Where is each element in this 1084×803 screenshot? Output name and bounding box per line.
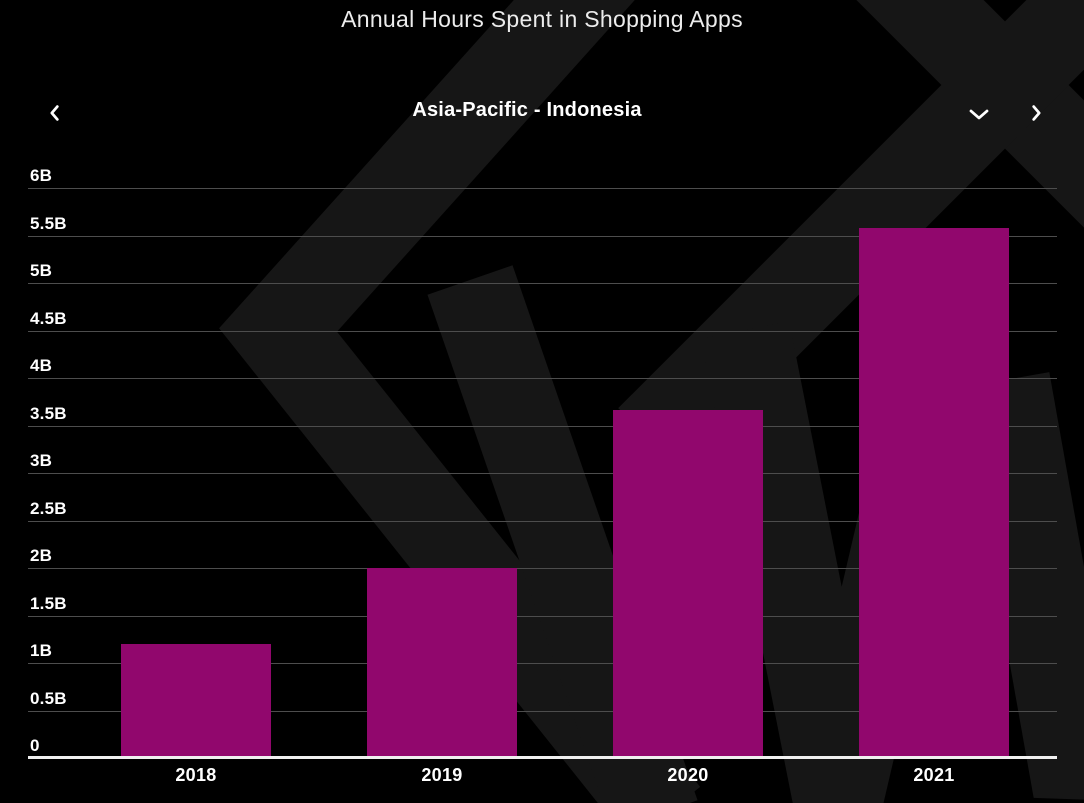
gridline-4B	[28, 378, 1057, 379]
y-axis-tick-label: 0.5B	[30, 688, 67, 708]
y-axis-tick-label: 4B	[30, 356, 53, 375]
y-axis-tick-label: 6B	[30, 166, 53, 185]
region-dropdown-button[interactable]	[962, 100, 996, 128]
watermark-chevron	[219, 0, 701, 803]
y-axis-tick-label: 2B	[30, 546, 53, 565]
y-axis-tick-label: 1B	[30, 641, 53, 660]
gridline-6B	[28, 188, 1057, 189]
gridline-3.5B	[28, 425, 1057, 427]
bar-2020[interactable]	[613, 410, 763, 758]
bar-2019[interactable]	[367, 568, 517, 758]
chevron-left-icon	[50, 105, 59, 121]
chevron-down-icon	[969, 109, 989, 120]
y-axis-tick-label: 5.5B	[30, 213, 67, 233]
x-axis-label: 2020	[667, 765, 709, 785]
region-nav: Asia-Pacific - Indonesia	[0, 92, 1084, 130]
gridline-1B	[28, 663, 1057, 664]
x-axis-label: 2019	[421, 765, 463, 785]
gridline-2B	[28, 568, 1057, 569]
x-axis-line	[28, 756, 1057, 759]
y-axis-tick-label: 5B	[30, 261, 53, 280]
gridline-5.5B	[28, 235, 1057, 237]
gridline-3B	[28, 473, 1057, 474]
y-axis-tick-label: 1.5B	[30, 593, 67, 613]
bar-2018[interactable]	[121, 644, 271, 758]
y-axis-tick-label: 0	[30, 736, 40, 755]
watermark-v-2	[960, 372, 1084, 798]
x-axis-label: 2018	[175, 765, 217, 785]
next-region-button[interactable]	[1021, 98, 1051, 128]
gridline-2.5B	[28, 520, 1057, 522]
y-axis-tick-label: 4.5B	[30, 308, 67, 328]
bar-2021[interactable]	[859, 228, 1009, 758]
prev-region-button[interactable]	[40, 98, 70, 128]
y-axis-tick-label: 2.5B	[30, 498, 67, 518]
gridline-1.5B	[28, 615, 1057, 617]
x-axis-label: 2021	[913, 765, 955, 785]
y-axis-tick-label: 3.5B	[30, 403, 67, 423]
chevron-right-icon	[1032, 105, 1041, 121]
gridline-4.5B	[28, 330, 1057, 332]
chart-title: Annual Hours Spent in Shopping Apps	[341, 6, 743, 32]
y-axis-tick-label: 3B	[30, 451, 53, 470]
gridline-5B	[28, 283, 1057, 284]
region-label: Asia-Pacific - Indonesia	[412, 99, 642, 121]
gridline-0.5B	[28, 710, 1057, 712]
